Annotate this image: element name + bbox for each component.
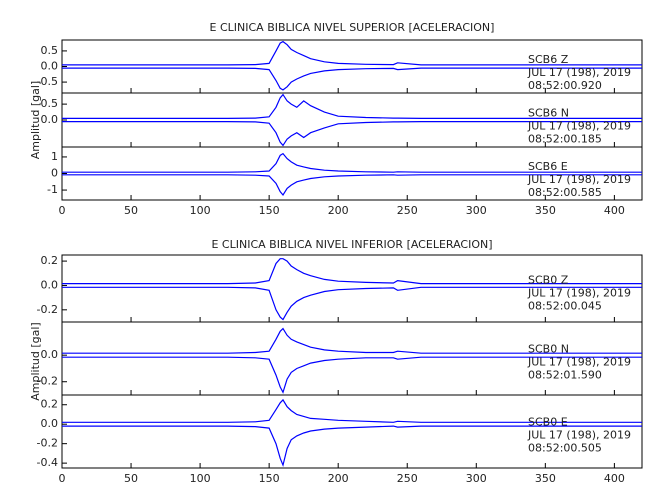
chart-title: E CLINICA BIBLICA NIVEL INFERIOR [ACELER… bbox=[211, 238, 492, 251]
y-tick-label: -0.2 bbox=[37, 437, 58, 450]
waveform bbox=[62, 174, 642, 197]
station-label: SCB0 E bbox=[528, 416, 568, 429]
date-label: JUL 17 (198), 2019 bbox=[527, 173, 631, 186]
time-label: 08:52:00.920 bbox=[528, 79, 602, 92]
waveform bbox=[62, 286, 642, 321]
date-label: JUL 17 (198), 2019 bbox=[527, 356, 631, 369]
x-tick-label: 300 bbox=[466, 204, 487, 217]
time-label: 08:52:00.505 bbox=[528, 442, 602, 455]
date-label: JUL 17 (198), 2019 bbox=[527, 429, 631, 442]
x-tick-label: 200 bbox=[328, 472, 349, 485]
waveform bbox=[62, 67, 642, 91]
waveform bbox=[62, 121, 642, 147]
x-tick-label: 0 bbox=[59, 204, 66, 217]
x-tick-label: 400 bbox=[604, 472, 625, 485]
x-tick-label: 250 bbox=[397, 472, 418, 485]
y-tick-label: 0.2 bbox=[41, 254, 59, 267]
waveform bbox=[62, 40, 642, 66]
x-tick-label: 350 bbox=[535, 204, 556, 217]
x-tick-label: 0 bbox=[59, 472, 66, 485]
y-tick-label: 0 bbox=[51, 167, 58, 180]
time-label: 08:52:00.045 bbox=[528, 299, 602, 312]
waveform bbox=[62, 398, 642, 423]
date-label: JUL 17 (198), 2019 bbox=[527, 120, 631, 133]
x-tick-label: 350 bbox=[535, 472, 556, 485]
y-tick-label: -0.2 bbox=[37, 375, 58, 388]
x-tick-label: 300 bbox=[466, 472, 487, 485]
y-tick-label: 0.0 bbox=[41, 60, 59, 73]
x-tick-label: 50 bbox=[124, 204, 138, 217]
date-label: JUL 17 (198), 2019 bbox=[527, 286, 631, 299]
x-tick-label: 400 bbox=[604, 204, 625, 217]
y-tick-label: 0.0 bbox=[41, 417, 59, 430]
station-label: SCB0 N bbox=[528, 343, 569, 356]
y-tick-label: -1 bbox=[47, 183, 58, 196]
date-label: JUL 17 (198), 2019 bbox=[527, 66, 631, 79]
y-tick-label: -0.4 bbox=[37, 456, 58, 469]
y-tick-label: 1 bbox=[51, 150, 58, 163]
chart-title: E CLINICA BIBLICA NIVEL SUPERIOR [ACELER… bbox=[210, 21, 495, 34]
y-tick-label: 0.0 bbox=[41, 348, 59, 361]
waveform bbox=[62, 152, 642, 173]
station-label: SCB6 Z bbox=[528, 53, 569, 66]
station-label: SCB6 E bbox=[528, 160, 568, 173]
x-tick-label: 250 bbox=[397, 204, 418, 217]
time-label: 08:52:01.590 bbox=[528, 369, 602, 382]
y-axis-label: Amplitud [gal] bbox=[29, 322, 42, 400]
time-label: 08:52:00.185 bbox=[528, 133, 602, 146]
waveform bbox=[62, 258, 642, 285]
x-tick-label: 150 bbox=[259, 204, 280, 217]
waveform bbox=[62, 93, 642, 119]
y-tick-label: 0.5 bbox=[41, 97, 59, 110]
station-label: SCB0 Z bbox=[528, 273, 569, 286]
x-tick-label: 100 bbox=[190, 204, 211, 217]
y-tick-label: 0.0 bbox=[41, 113, 59, 126]
y-tick-label: 0.2 bbox=[41, 398, 59, 411]
station-label: SCB6 N bbox=[528, 107, 569, 120]
panel-frame bbox=[61, 394, 643, 469]
y-tick-label: -0.5 bbox=[37, 75, 58, 88]
y-tick-label: -0.2 bbox=[37, 303, 58, 316]
waveform bbox=[62, 425, 642, 468]
time-label: 08:52:00.585 bbox=[528, 186, 602, 199]
x-tick-label: 150 bbox=[259, 472, 280, 485]
y-tick-label: 0.5 bbox=[41, 44, 59, 57]
x-tick-label: 100 bbox=[190, 472, 211, 485]
waveform bbox=[62, 356, 642, 394]
waveform bbox=[62, 327, 642, 354]
x-tick-label: 50 bbox=[124, 472, 138, 485]
y-tick-label: 0.0 bbox=[41, 278, 59, 291]
x-tick-label: 200 bbox=[328, 204, 349, 217]
y-axis-label: Amplitud [gal] bbox=[29, 81, 42, 159]
